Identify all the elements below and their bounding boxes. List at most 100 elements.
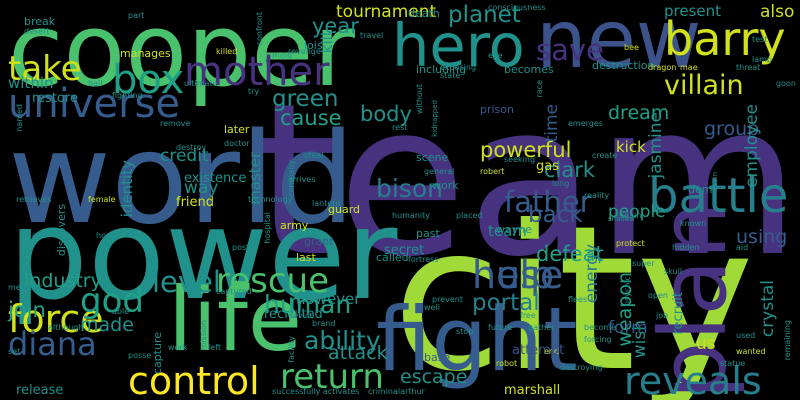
cloud-word: dream (608, 102, 670, 124)
cloud-word: seeking (504, 155, 536, 164)
cloud-word: kick (616, 138, 646, 156)
cloud-word: secret (384, 243, 425, 258)
cloud-word: scene (416, 151, 449, 164)
cloud-word: dragon (648, 63, 677, 72)
cloud-word: gas (536, 159, 559, 174)
cloud-word: attack (328, 342, 388, 364)
cloud-word: ability (304, 326, 381, 355)
cloud-word: join (8, 298, 46, 322)
cloud-word: future (488, 323, 513, 332)
cloud-word: try (248, 87, 260, 96)
cloud-word: green (272, 86, 339, 112)
cloud-word: way (184, 178, 219, 198)
cloud-word: humanity (392, 211, 430, 220)
cloud-word: base (424, 351, 451, 364)
cloud-word: return (280, 357, 384, 397)
cloud-word: present (664, 2, 722, 20)
cloud-word: remove (160, 119, 191, 128)
cloud-word: killed (216, 47, 238, 56)
cloud-word: honey (96, 231, 121, 240)
cloud-word: free (520, 311, 536, 320)
cloud-word: although (48, 323, 84, 332)
cloud-word: criminalarthur (368, 387, 425, 396)
cloud-word: year (312, 14, 359, 38)
cloud-word: escape (400, 366, 468, 388)
cloud-word: destruction (592, 59, 655, 72)
cloud-word: also (760, 2, 795, 22)
cloud-word: mother (184, 49, 330, 95)
cloud-word: recruited (264, 307, 323, 322)
cloud-word: n (288, 290, 303, 316)
cloud-word: ultimate (184, 79, 218, 88)
cloud-word: group (704, 118, 760, 140)
cloud-word: company (287, 160, 296, 197)
cloud-word: using (736, 226, 788, 248)
cloud-word: industry (24, 270, 102, 292)
cloud-word: wayne (496, 223, 532, 236)
cloud-word: facility (287, 336, 296, 363)
cloud-word: last (296, 251, 316, 264)
cloud-word: fortress (408, 255, 439, 264)
cloud-word: stop (456, 327, 474, 336)
cloud-word: psychic (623, 276, 632, 307)
cloud-word: barry (664, 12, 786, 66)
cloud-word: later (224, 123, 250, 136)
cloud-word: lois (304, 39, 323, 52)
cloud-word: hidden (672, 243, 700, 252)
cloud-word: fighting (112, 91, 143, 100)
cloud-word: universe (8, 81, 180, 127)
cloud-word: identity (118, 160, 136, 218)
cloud-word: used (736, 331, 756, 340)
cloud-word: control (128, 359, 260, 400)
cloud-word: device (288, 311, 315, 320)
cloud-word: threat (736, 63, 761, 72)
cloud-word: well (424, 303, 440, 312)
cloud-word: forcing (584, 335, 612, 344)
cloud-word: regain (616, 211, 642, 220)
cloud-word: hospital (263, 212, 272, 244)
cloud-word: long (552, 179, 570, 188)
cloud-word: able (112, 307, 130, 316)
cloud-word: world (8, 105, 355, 252)
cloud-word: team (255, 58, 800, 303)
cloud-word: skull (664, 267, 683, 276)
cloud-word: create (592, 151, 618, 160)
cloud-word: wanted (736, 347, 766, 356)
cloud-word: life (168, 268, 303, 371)
cloud-word: guard (328, 203, 361, 216)
cloud-word: marshall (504, 383, 561, 398)
cloud-word: female (88, 195, 116, 204)
cloud-word: diana (8, 325, 97, 363)
cloud-word: destroy (176, 143, 207, 152)
cloud-word: set (8, 347, 21, 356)
cloud-word: villain (664, 70, 744, 101)
cloud-word: new (536, 0, 702, 86)
cloud-word: fight (376, 288, 578, 391)
cloud-word: general (424, 167, 455, 176)
cloud-word: ball (88, 79, 103, 88)
cloud-word: take (8, 49, 82, 89)
cloud-word: emerges (568, 119, 603, 128)
cloud-word: robert (480, 167, 505, 176)
cloud-word: work (432, 179, 459, 192)
cloud-word: made (80, 314, 134, 336)
cloud-word: including (416, 63, 467, 76)
cloud-word: back (528, 202, 583, 228)
cloud-word: death (408, 7, 440, 20)
cloud-word: portal (472, 290, 540, 316)
cloud-word: human (264, 290, 352, 319)
cloud-word: past (416, 227, 440, 240)
cloud-word: abu (32, 231, 48, 240)
cloud-word: work (168, 343, 188, 352)
cloud-word: existence (184, 171, 247, 186)
cloud-word: known (680, 219, 707, 228)
cloud-word: help (472, 253, 555, 297)
cloud-word: member (8, 283, 42, 292)
cloud-word: cooper (8, 0, 355, 109)
cloud-word: arrives (288, 175, 316, 184)
cloud-word: statue (720, 359, 746, 368)
cloud-word: flees (568, 295, 588, 304)
cloud-word: defeat (536, 242, 604, 266)
cloud-word: robot (496, 359, 518, 368)
cloud-word: credit (160, 146, 209, 166)
